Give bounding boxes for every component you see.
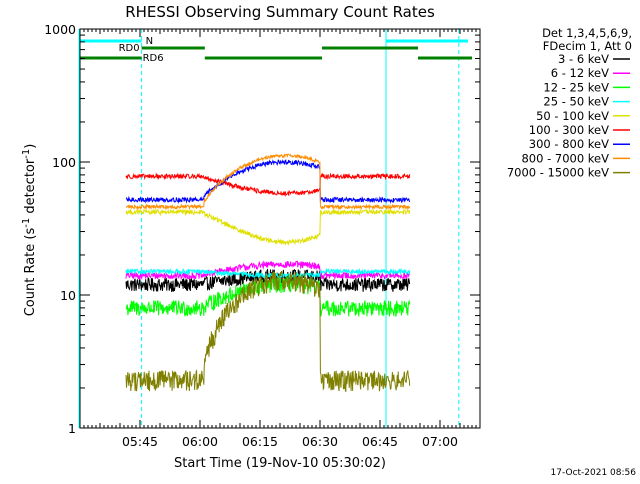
legend-label-2: 12 - 25 keV [543,80,609,94]
y-tick-label-0: 1 [68,421,76,436]
y-label-part2: detector [23,158,38,218]
y-tick-label-1: 10 [60,288,76,303]
legend: Det 1,3,4,5,6,9,FDecim 1, Att 03 - 6 keV… [507,26,632,180]
x-tick-label-3: 06:30 [302,434,338,449]
legend-label-1: 6 - 12 keV [551,66,609,80]
x-tick-label-1: 06:00 [182,434,218,449]
x-tick-label-0: 05:45 [122,434,158,449]
chart-title: RHESSI Observing Summary Count Rates [125,3,435,21]
series-trace-1 [125,260,411,281]
legend-label-7: 800 - 7000 keV [521,151,609,165]
legend-label-8: 7000 - 15000 keV [507,166,609,180]
plot-frame [79,28,481,429]
axes: 05:45 06:00 06:15 06:30 06:45 07:00 1 10 100 1000 [44,22,481,449]
footer-timestamp: 17-Oct-2021 08:56 [551,468,637,478]
saa-flag-label: N [146,36,153,47]
series-trace-3 [125,267,411,280]
y-label-exp2: -1 [21,149,32,159]
legend-label-4: 50 - 100 keV [536,109,609,123]
y-label-part3: ) [23,144,38,149]
legend-label-6: 300 - 800 keV [529,137,609,151]
series-trace-2 [125,275,411,318]
series-trace-6 [125,159,411,204]
legend-header-1: FDecim 1, Att 0 [543,39,632,53]
rd0-flag-label: RD0 [119,43,140,54]
y-tick-label-2: 100 [52,155,76,170]
series-trace-7 [125,153,411,211]
rd6-flag-label: RD6 [143,53,164,64]
x-tick-label-4: 06:45 [362,434,398,449]
legend-header-0: Det 1,3,4,5,6,9, [542,26,632,40]
y-axis-label: Count Rate (s-1 detector-1) [21,144,38,317]
series-trace-5 [125,172,411,197]
y-label-part1: Count Rate (s [23,228,38,317]
series-trace-4 [125,208,411,246]
legend-label-3: 25 - 50 keV [543,95,609,109]
series-trace-0 [125,268,411,292]
y-label-exp1: -1 [21,218,32,228]
legend-label-0: 3 - 6 keV [558,52,609,66]
legend-label-5: 100 - 300 keV [529,123,609,137]
x-tick-label-5: 07:00 [422,434,458,449]
x-tick-label-2: 06:15 [242,434,278,449]
series-trace-8 [125,270,411,393]
y-tick-label-3: 1000 [44,22,76,37]
x-axis-label: Start Time (19-Nov-10 05:30:02) [174,456,386,471]
